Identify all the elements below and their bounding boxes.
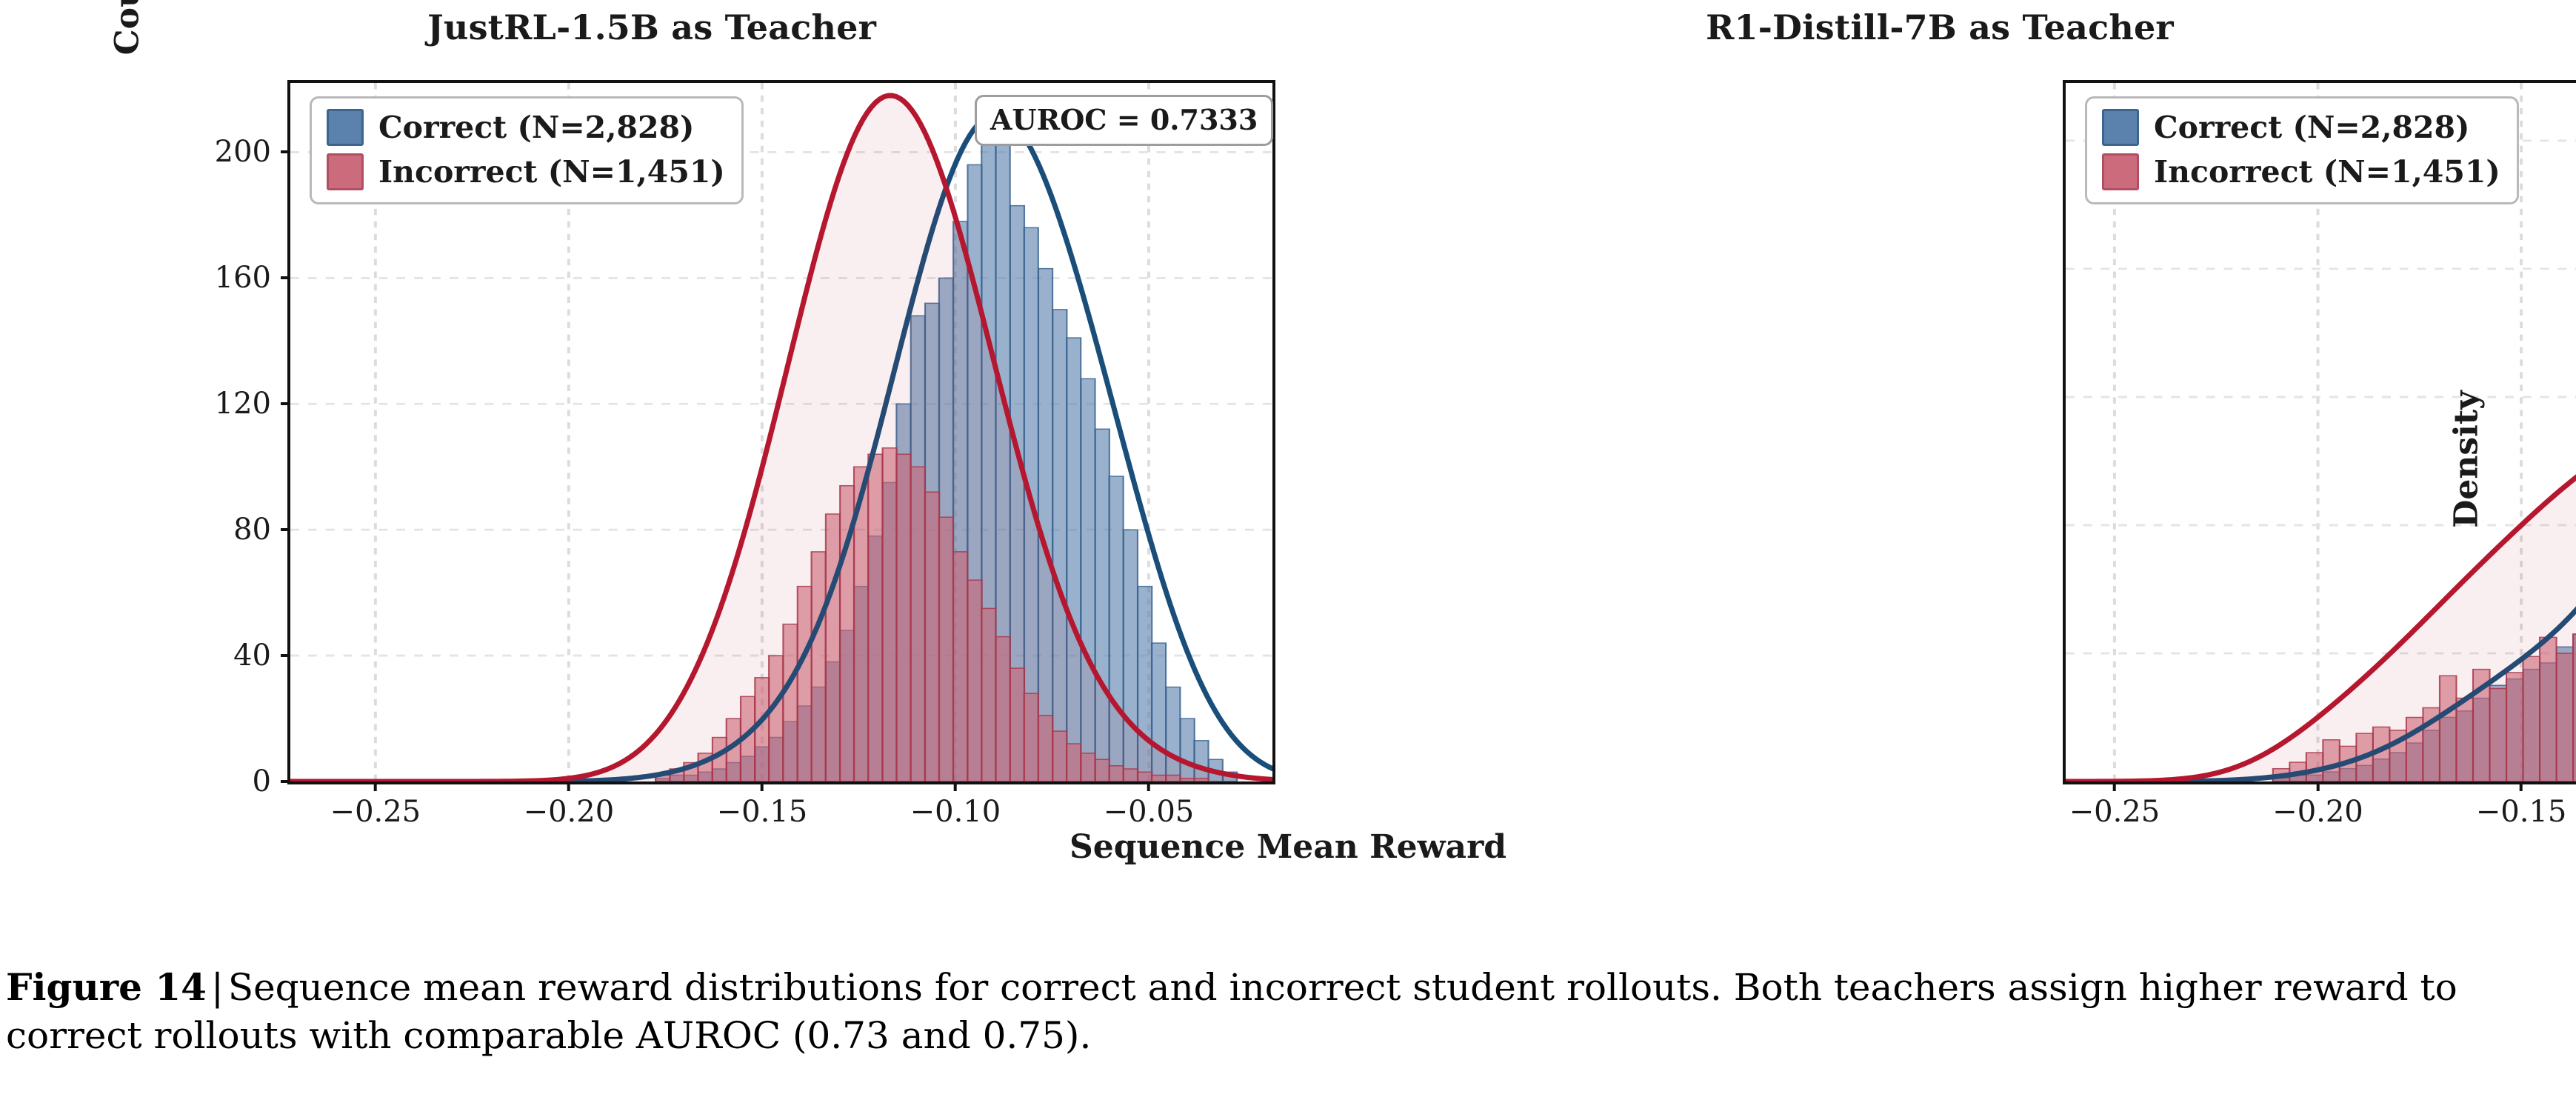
panel-right-title: R1-Distill-7B as Teacher	[1706, 7, 2174, 47]
y-axis-label-density: Density	[2447, 390, 2486, 528]
y-tick-label: 0	[253, 764, 290, 799]
legend-swatch-correct	[327, 109, 364, 146]
y-tick-label: 200	[215, 135, 290, 169]
figure-caption: Figure 14 | Sequence mean reward distribut…	[6, 963, 2570, 1060]
x-tick-label: −0.05	[1104, 781, 1194, 829]
x-tick-label: −0.25	[2069, 781, 2160, 829]
caption-text: Sequence mean reward distributions for c…	[6, 966, 2457, 1057]
legend-row-correct: Correct (N=2,828)	[327, 109, 725, 146]
legend-row-incorrect: Incorrect (N=1,451)	[2102, 153, 2500, 190]
y-tick-label: 40	[233, 639, 290, 673]
legend-label-correct: Correct (N=2,828)	[378, 110, 695, 145]
x-tick-label: −0.25	[330, 781, 421, 829]
legend-left: Correct (N=2,828) Incorrect (N=1,451)	[310, 96, 744, 204]
x-axis-label: Sequence Mean Reward	[1069, 828, 1507, 866]
x-tick-label: −0.10	[910, 781, 1001, 829]
plot-inner-left	[290, 83, 1272, 781]
caption-label: Figure 14	[6, 965, 207, 1009]
legend-label-incorrect: Incorrect (N=1,451)	[2154, 154, 2500, 190]
chart-canvas-right	[2066, 83, 2576, 781]
x-tick-label: −0.20	[524, 781, 614, 829]
x-tick-label: −0.20	[2272, 781, 2363, 829]
plot-inner-right	[2066, 83, 2576, 781]
x-tick-label: −0.15	[2476, 781, 2566, 829]
caption-separator: |	[210, 966, 224, 1009]
y-tick-label: 120	[215, 387, 290, 421]
y-axis-label-count: Count	[108, 0, 147, 56]
auroc-badge-left: AUROC = 0.7333	[975, 95, 1274, 146]
legend-label-correct: Correct (N=2,828)	[2154, 110, 2470, 145]
panel-left-title: JustRL-1.5B as Teacher	[427, 7, 877, 47]
x-tick-label: −0.15	[717, 781, 807, 829]
legend-swatch-incorrect	[327, 153, 364, 190]
legend-swatch-incorrect	[2102, 153, 2139, 190]
legend-row-incorrect: Incorrect (N=1,451)	[327, 153, 725, 190]
panels-container: JustRL-1.5B as Teacher −0.25 −0.20 −0.15 −0…	[108, 0, 2576, 866]
chart-canvas-left	[290, 83, 1272, 781]
legend-right: Correct (N=2,828) Incorrect (N=1,451)	[2085, 96, 2519, 204]
legend-label-incorrect: Incorrect (N=1,451)	[378, 154, 725, 190]
legend-row-correct: Correct (N=2,828)	[2102, 109, 2500, 146]
y-tick-label: 80	[233, 513, 290, 547]
legend-swatch-correct	[2102, 109, 2139, 146]
y-tick-label: 160	[215, 261, 290, 295]
